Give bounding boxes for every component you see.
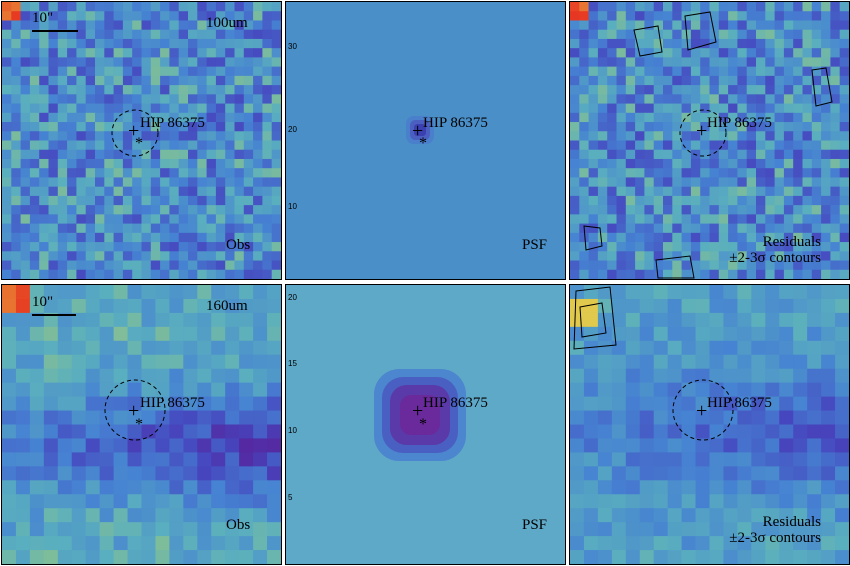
scale-bar <box>32 314 76 316</box>
band-label: 160um <box>206 298 248 314</box>
residuals-160um-image <box>570 285 849 564</box>
obs-100um-image <box>2 2 281 279</box>
psf-160um-image <box>286 285 565 564</box>
target-label: HIP 86375 <box>707 395 772 411</box>
obs-160um-panel: 10" 160um + * HIP 86375 Obs <box>1 284 282 565</box>
target-label: HIP 86375 <box>140 115 205 131</box>
panel-label: Obs <box>226 237 251 253</box>
aperture-circle <box>104 379 166 441</box>
axis-tick-label: 30 <box>288 42 297 51</box>
axis-tick-label: 15 <box>288 359 297 368</box>
plus-marker-icon: + <box>696 120 708 142</box>
panel-label-contours: ±2-3σ contours <box>729 250 821 266</box>
psf-160um-panel: 20 15 10 5 + * HIP 86375 PSF <box>285 284 566 565</box>
panel-label-contours: ±2-3σ contours <box>729 530 821 546</box>
axis-tick-label: 10 <box>288 426 297 435</box>
panel-label: Residuals <box>762 234 821 250</box>
plus-marker-icon: + <box>696 400 708 422</box>
scale-bar-label: 10" <box>32 10 54 26</box>
axis-tick-label: 20 <box>288 125 297 134</box>
star-marker-icon: * <box>419 416 427 433</box>
axis-tick-label: 5 <box>288 493 293 502</box>
panel-label: PSF <box>522 237 548 253</box>
axis-tick-label: 20 <box>288 293 297 302</box>
star-marker-icon: * <box>135 416 143 433</box>
band-label: 100um <box>206 15 248 31</box>
target-label: HIP 86375 <box>140 395 205 411</box>
obs-160um-image <box>2 285 281 564</box>
residuals-160um-panel: + HIP 86375 Residuals ±2-3σ contours <box>569 284 850 565</box>
plus-marker-icon: + <box>412 400 424 422</box>
panel-label: PSF <box>522 517 548 533</box>
plus-marker-icon: + <box>128 400 140 422</box>
psf-100um-panel: 30 20 10 + * HIP 86375 PSF <box>285 1 566 280</box>
obs-100um-panel: 10" 100um + * HIP 86375 Obs <box>1 1 282 280</box>
aperture-circle <box>111 109 159 157</box>
target-label: HIP 86375 <box>707 115 772 131</box>
star-marker-icon: * <box>135 135 143 152</box>
axis-tick-label: 10 <box>288 202 297 211</box>
plus-marker-icon: + <box>412 120 424 142</box>
target-label: HIP 86375 <box>423 115 488 131</box>
residuals-100um-panel: + HIP 86375 Residuals ±2-3σ contours <box>569 1 850 280</box>
residuals-100um-image <box>570 2 849 279</box>
plus-marker-icon: + <box>128 120 140 142</box>
aperture-circle <box>679 109 727 157</box>
target-label: HIP 86375 <box>423 395 488 411</box>
psf-100um-image <box>286 2 565 279</box>
aperture-circle <box>672 379 734 441</box>
panel-label: Obs <box>226 517 251 533</box>
star-marker-icon: * <box>419 135 427 152</box>
scale-bar <box>32 30 78 32</box>
panel-label: Residuals <box>762 514 821 530</box>
scale-bar-label: 10" <box>32 294 54 310</box>
